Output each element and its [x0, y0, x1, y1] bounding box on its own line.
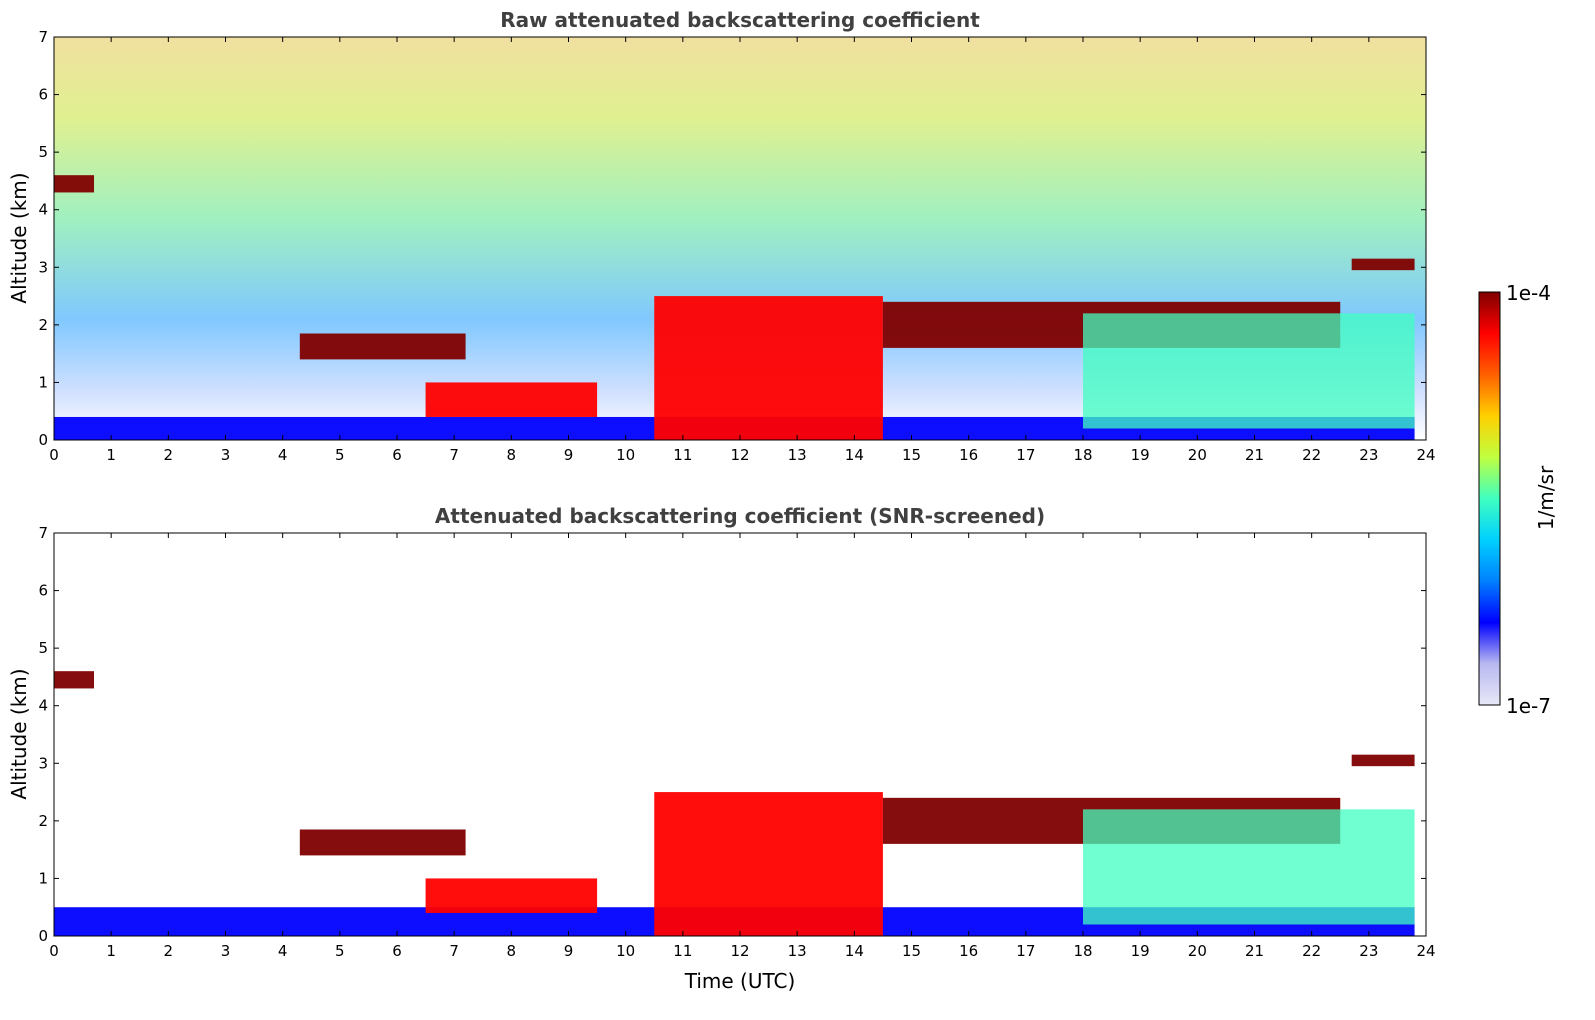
x-tick-label: 22 [1302, 942, 1321, 960]
x-tick-label: 11 [673, 942, 692, 960]
x-tick-label: 9 [564, 446, 574, 464]
x-tick-label: 3 [221, 942, 231, 960]
y-axis-label: Altitude (km) [7, 172, 31, 303]
y-tick-label: 4 [38, 697, 48, 715]
colorbar-unit-label: 1/m/sr [1534, 465, 1558, 530]
x-tick-label: 21 [1245, 446, 1264, 464]
colorbar: 1e-4 1e-7 1/m/sr [1478, 281, 1558, 718]
x-tick-label: 16 [959, 446, 978, 464]
y-axis-label: Altitude (km) [7, 668, 31, 799]
x-tick-label: 15 [902, 942, 921, 960]
panel-title: Attenuated backscattering coefficient (S… [435, 504, 1045, 528]
x-tick-label: 22 [1302, 446, 1321, 464]
x-tick-label: 8 [507, 446, 517, 464]
x-tick-label: 10 [616, 446, 635, 464]
x-tick-label: 24 [1416, 446, 1435, 464]
heatmap-feature [654, 792, 883, 936]
x-tick-label: 1 [106, 446, 116, 464]
heatmap-feature [1351, 754, 1415, 767]
heatmap-area [54, 37, 1426, 440]
y-tick-label: 2 [38, 812, 48, 830]
x-tick-label: 0 [49, 942, 59, 960]
x-tick-label: 4 [278, 446, 288, 464]
heatmap-feature [54, 175, 95, 193]
x-tick-label: 15 [902, 446, 921, 464]
x-tick-label: 2 [164, 942, 174, 960]
x-tick-label: 21 [1245, 942, 1264, 960]
x-tick-label: 17 [1016, 446, 1035, 464]
y-tick-label: 0 [38, 431, 48, 449]
x-tick-label: 2 [164, 446, 174, 464]
x-tick-label: 5 [335, 942, 345, 960]
y-tick-label: 7 [38, 524, 48, 542]
x-tick-label: 3 [221, 446, 231, 464]
x-tick-label: 8 [507, 942, 517, 960]
heatmap-feature [299, 829, 466, 856]
heatmap-area [54, 533, 1426, 936]
y-axis-ticks: 0 1 2 3 4 5 6 7 [38, 524, 1426, 945]
x-tick-label: 11 [673, 446, 692, 464]
raw-backscatter-panel: Raw attenuated backscattering coefficien… [7, 8, 1436, 464]
x-tick-label: 18 [1073, 446, 1092, 464]
x-tick-label: 7 [449, 446, 459, 464]
y-tick-label: 6 [38, 86, 48, 104]
x-tick-label: 14 [845, 446, 864, 464]
x-tick-label: 12 [730, 942, 749, 960]
x-axis-ticks: 0 1 2 3 4 5 6 7 8 9 10 11 12 13 14 15 16 17 18 19 20 21 22 23 24 [49, 533, 1436, 960]
heatmap-feature [654, 296, 883, 440]
x-tick-label: 12 [730, 446, 749, 464]
x-tick-label: 16 [959, 942, 978, 960]
x-tick-label: 23 [1359, 942, 1378, 960]
x-tick-label: 14 [845, 942, 864, 960]
y-tick-label: 5 [38, 143, 48, 161]
y-axis-ticks: 0 1 2 3 4 5 6 7 [38, 28, 1426, 449]
x-tick-label: 19 [1131, 446, 1150, 464]
x-tick-label: 6 [392, 942, 402, 960]
y-tick-label: 1 [38, 869, 48, 887]
y-tick-label: 4 [38, 201, 48, 219]
x-tick-label: 5 [335, 446, 345, 464]
x-tick-label: 19 [1131, 942, 1150, 960]
y-tick-label: 5 [38, 639, 48, 657]
x-tick-label: 20 [1188, 446, 1207, 464]
x-tick-label: 4 [278, 942, 288, 960]
x-axis-ticks: 0 1 2 3 4 5 6 7 8 9 10 11 12 13 14 15 16 17 18 19 20 21 22 23 24 [49, 37, 1436, 464]
x-tick-label: 1 [106, 942, 116, 960]
y-tick-label: 6 [38, 582, 48, 600]
snr-screened-panel: Attenuated backscattering coefficient (S… [7, 504, 1436, 993]
heatmap-feature [425, 878, 598, 913]
heatmap-feature [1083, 313, 1415, 429]
x-tick-label: 17 [1016, 942, 1035, 960]
colorbar-max-label: 1e-4 [1506, 281, 1551, 305]
heatmap-feature [425, 382, 598, 417]
x-tick-label: 0 [49, 446, 59, 464]
x-tick-label: 23 [1359, 446, 1378, 464]
heatmap-feature [1351, 258, 1415, 271]
x-tick-label: 20 [1188, 942, 1207, 960]
y-tick-label: 0 [38, 927, 48, 945]
heatmap-feature [299, 333, 466, 360]
x-tick-label: 18 [1073, 942, 1092, 960]
y-tick-label: 3 [38, 258, 48, 276]
x-tick-label: 6 [392, 446, 402, 464]
x-tick-label: 13 [788, 942, 807, 960]
x-tick-label: 10 [616, 942, 635, 960]
x-tick-label: 7 [449, 942, 459, 960]
y-tick-label: 3 [38, 754, 48, 772]
colorbar-min-label: 1e-7 [1506, 694, 1551, 718]
y-tick-label: 7 [38, 28, 48, 46]
y-tick-label: 2 [38, 316, 48, 334]
x-tick-label: 9 [564, 942, 574, 960]
heatmap-feature [1083, 809, 1415, 925]
x-tick-label: 24 [1416, 942, 1435, 960]
x-tick-label: 13 [788, 446, 807, 464]
y-tick-label: 1 [38, 373, 48, 391]
heatmap-feature [54, 671, 95, 689]
x-axis-label: Time (UTC) [684, 969, 796, 993]
colorbar-gradient [1478, 291, 1501, 706]
panel-title: Raw attenuated backscattering coefficien… [500, 8, 980, 32]
